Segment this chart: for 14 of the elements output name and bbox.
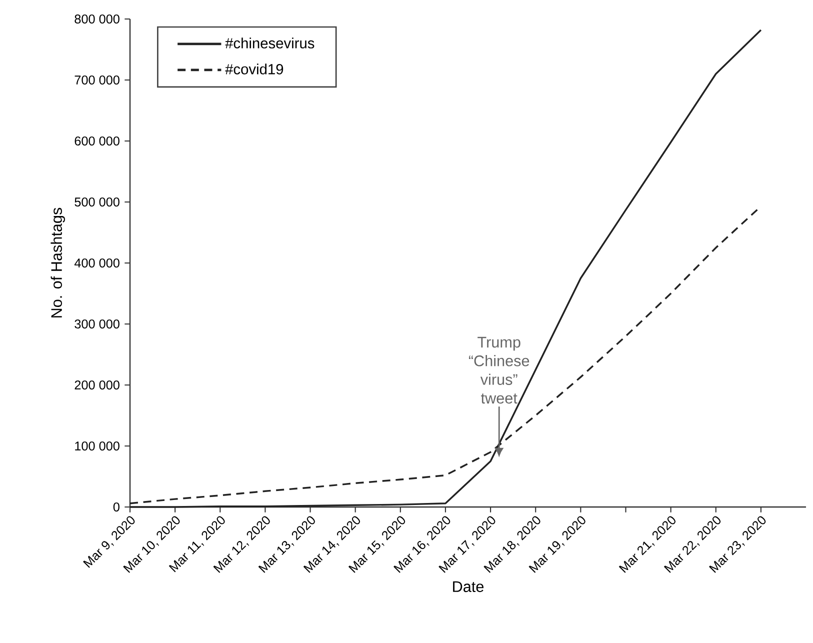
- x-axis-title: Date: [453, 581, 484, 592]
- y-tick-label: 600 000: [74, 136, 120, 146]
- y-tick-label: 0: [113, 502, 120, 512]
- y-axis-title: No. of Hashtags: [50, 208, 66, 318]
- y-tick-label: 100 000: [75, 442, 120, 450]
- y-tick-label: 800 000: [74, 14, 120, 24]
- y-tick-label: 400 000: [74, 258, 120, 268]
- y-tick-label: 300 000: [74, 320, 120, 328]
- y-tick-label: 700 000: [74, 76, 120, 84]
- y-tick-label: 500 000: [74, 198, 120, 206]
- y-tick-label: 200 000: [74, 380, 120, 390]
- annotation: Trump “Chinese virus” tweet: [468, 336, 530, 404]
- legend-label: #covid19: [225, 64, 284, 74]
- legend-label: #chinesevirus: [225, 38, 314, 48]
